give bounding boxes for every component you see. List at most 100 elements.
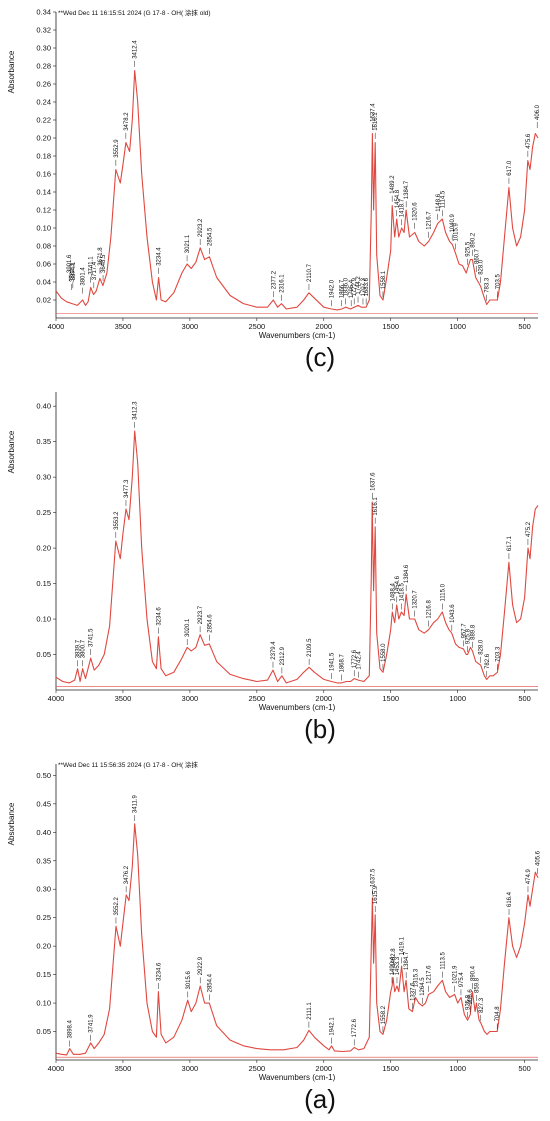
peak-label: 1315.3 [413, 968, 419, 987]
peak-label: 1384.7 [404, 951, 410, 970]
y-tick-label: 0.10 [36, 224, 51, 233]
y-tick-label: 0.50 [36, 771, 51, 780]
peak-label: 1637.4 [370, 103, 376, 122]
x-tick-label: 1000 [449, 694, 466, 703]
y-tick-label: 0.30 [36, 885, 51, 894]
peak-label: 1454.8 [395, 189, 401, 208]
peak-label: 3552.9 [114, 139, 120, 158]
peak-label: 1489.2 [390, 175, 396, 194]
peak-label: 3477.3 [124, 479, 130, 498]
x-tick-label: 3500 [115, 322, 132, 331]
y-tick-label: 0.26 [36, 80, 51, 89]
peak-label: 703.5 [495, 274, 501, 290]
spectrum-line [55, 69, 539, 311]
peak-label: 704.8 [495, 1006, 501, 1022]
y-tick-label: 0.10 [36, 999, 51, 1008]
peak-label: 2111.1 [307, 1002, 313, 1020]
peak-label: 1115.0 [440, 583, 446, 601]
panel-b: 0.05 0.10 0.15 0.20 0.25 0.30 0.35 0.40 4000 3500… [0, 380, 550, 752]
y-tick-label: 0.06 [36, 260, 51, 269]
y-tick-label: 0.05 [36, 1027, 51, 1036]
spectrum-chart-b: 0.05 0.10 0.15 0.20 0.25 0.30 0.35 0.40 4000 3500… [7, 392, 539, 712]
peak-label: 3898.4 [68, 1019, 74, 1038]
peak-label: 783.3 [485, 277, 491, 293]
spectrum-header: **Wed Dec 11 16:15:51 2024 (G 17-8 - OH(… [58, 8, 211, 17]
peak-label: 1558.2 [381, 1005, 387, 1024]
peak-label: 3234.6 [156, 962, 162, 981]
peak-label: 475.2 [526, 521, 532, 537]
y-tick-label: 0.40 [36, 828, 51, 837]
x-tick-label: 2500 [248, 322, 265, 331]
peak-label: 3234.4 [157, 247, 163, 266]
x-tick-label: 3500 [115, 1064, 132, 1073]
x-tick-label: 1500 [382, 694, 399, 703]
peak-label: 3717.4 [92, 261, 98, 280]
y-tick-label: 0.20 [36, 544, 51, 553]
spectrum-line [55, 430, 539, 684]
peak-label: 617.0 [507, 160, 513, 176]
y-tick-label: 0.30 [36, 473, 51, 482]
y-tick-label: 0.05 [36, 650, 51, 659]
peak-label: 1490.4 [390, 956, 396, 975]
peak-label: 1384.7 [404, 180, 410, 199]
peak-label: 1615.9 [373, 885, 379, 904]
peak-label: 1488.4 [390, 583, 396, 602]
x-tick-label: 500 [518, 322, 531, 331]
peak-label: 1040.9 [450, 213, 456, 232]
peak-label: 3411.9 [133, 794, 139, 813]
peak-label: 3882.3 [70, 263, 76, 282]
y-tick-label: 0.12 [36, 206, 51, 215]
peak-label: 3412.4 [133, 40, 139, 59]
peak-label: 475.6 [526, 133, 532, 149]
peak-label: 617.1 [507, 535, 513, 551]
x-tick-label: 3000 [182, 1064, 199, 1073]
peak-label: 1148.6 [436, 193, 442, 212]
peak-label: 3552.2 [114, 897, 120, 916]
peak-label: 3015.6 [186, 971, 192, 990]
x-tick-label: 4000 [48, 1064, 65, 1073]
peak-label: 1320.6 [413, 202, 419, 221]
x-tick-label: 1500 [382, 322, 399, 331]
peak-label: 1113.5 [440, 951, 446, 969]
peak-label: 1217.6 [427, 965, 433, 984]
x-tick-label: 2500 [248, 694, 265, 703]
peak-label: 1384.6 [404, 564, 410, 583]
peak-label: 1558.0 [381, 643, 387, 662]
peak-label: 828.0 [479, 639, 485, 655]
panel-label-a-wrap: (a) [304, 1084, 336, 1114]
y-tick-label: 0.15 [36, 579, 51, 588]
x-tick-label: 4000 [48, 322, 65, 331]
y-tick-label: 0.32 [36, 26, 51, 35]
peak-label: 474.9 [526, 869, 532, 885]
peak-label: 2377.2 [271, 270, 277, 289]
spectrum-line [55, 823, 539, 1056]
panel-a: **Wed Dec 11 15:56:35 2024 (G 17-8 - OH(… [0, 752, 550, 1121]
peak-label: 1866.7 [340, 279, 346, 298]
peak-label: 1742.4 [356, 651, 362, 670]
peak-label: 2110.7 [307, 263, 313, 282]
x-tick-label: 500 [518, 1064, 531, 1073]
peak-label: 3021.1 [185, 234, 191, 253]
y-tick-label: 0.35 [36, 437, 51, 446]
peak-label: 925.8 [466, 994, 472, 1010]
panel-label-b-wrap: (b) [304, 714, 336, 744]
peak-label: 1482.8 [391, 948, 397, 967]
peak-label: 3478.2 [124, 112, 130, 131]
x-tick-label: 4000 [48, 694, 65, 703]
peak-label: 3741.9 [89, 1014, 95, 1033]
spectrum-header: **Wed Dec 11 15:56:35 2024 (G 17-8 - OH(… [58, 760, 198, 769]
y-tick-label: 0.10 [36, 615, 51, 624]
peak-label: 1637.5 [370, 868, 376, 887]
y-tick-label: 0.20 [36, 134, 51, 143]
peak-label: 3839.7 [75, 639, 81, 658]
x-tick-label: 1500 [382, 1064, 399, 1073]
peak-label: 2109.5 [307, 638, 313, 657]
peak-label: 2854.5 [207, 227, 213, 246]
x-tick-label: 2500 [248, 1064, 265, 1073]
x-tick-label: 2000 [315, 694, 332, 703]
peak-label: 3671.8 [98, 247, 104, 266]
peak-label: 889.8 [470, 624, 476, 640]
peak-label: 827.3 [479, 997, 485, 1013]
y-tick-label: 0.34 [36, 8, 51, 17]
